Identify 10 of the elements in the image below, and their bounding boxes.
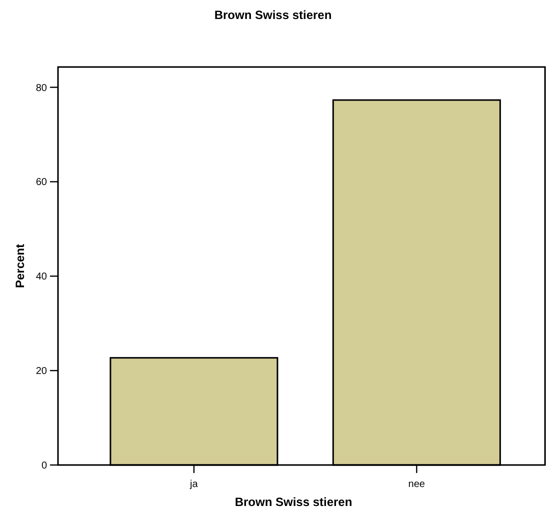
y-tick-label: 60	[36, 177, 48, 188]
y-tick-label: 20	[36, 366, 48, 378]
x-axis-title: Brown Swiss stieren	[234, 495, 352, 509]
chart-title: Brown Swiss stieren	[214, 8, 332, 22]
y-tick-label: 40	[36, 272, 48, 283]
y-tick-label: 80	[36, 82, 48, 94]
x-tick-label: ja	[189, 479, 198, 490]
x-tick-label: nee	[408, 479, 426, 490]
y-tick-label: 0	[41, 460, 48, 472]
y-axis-title: Percent	[13, 244, 27, 288]
